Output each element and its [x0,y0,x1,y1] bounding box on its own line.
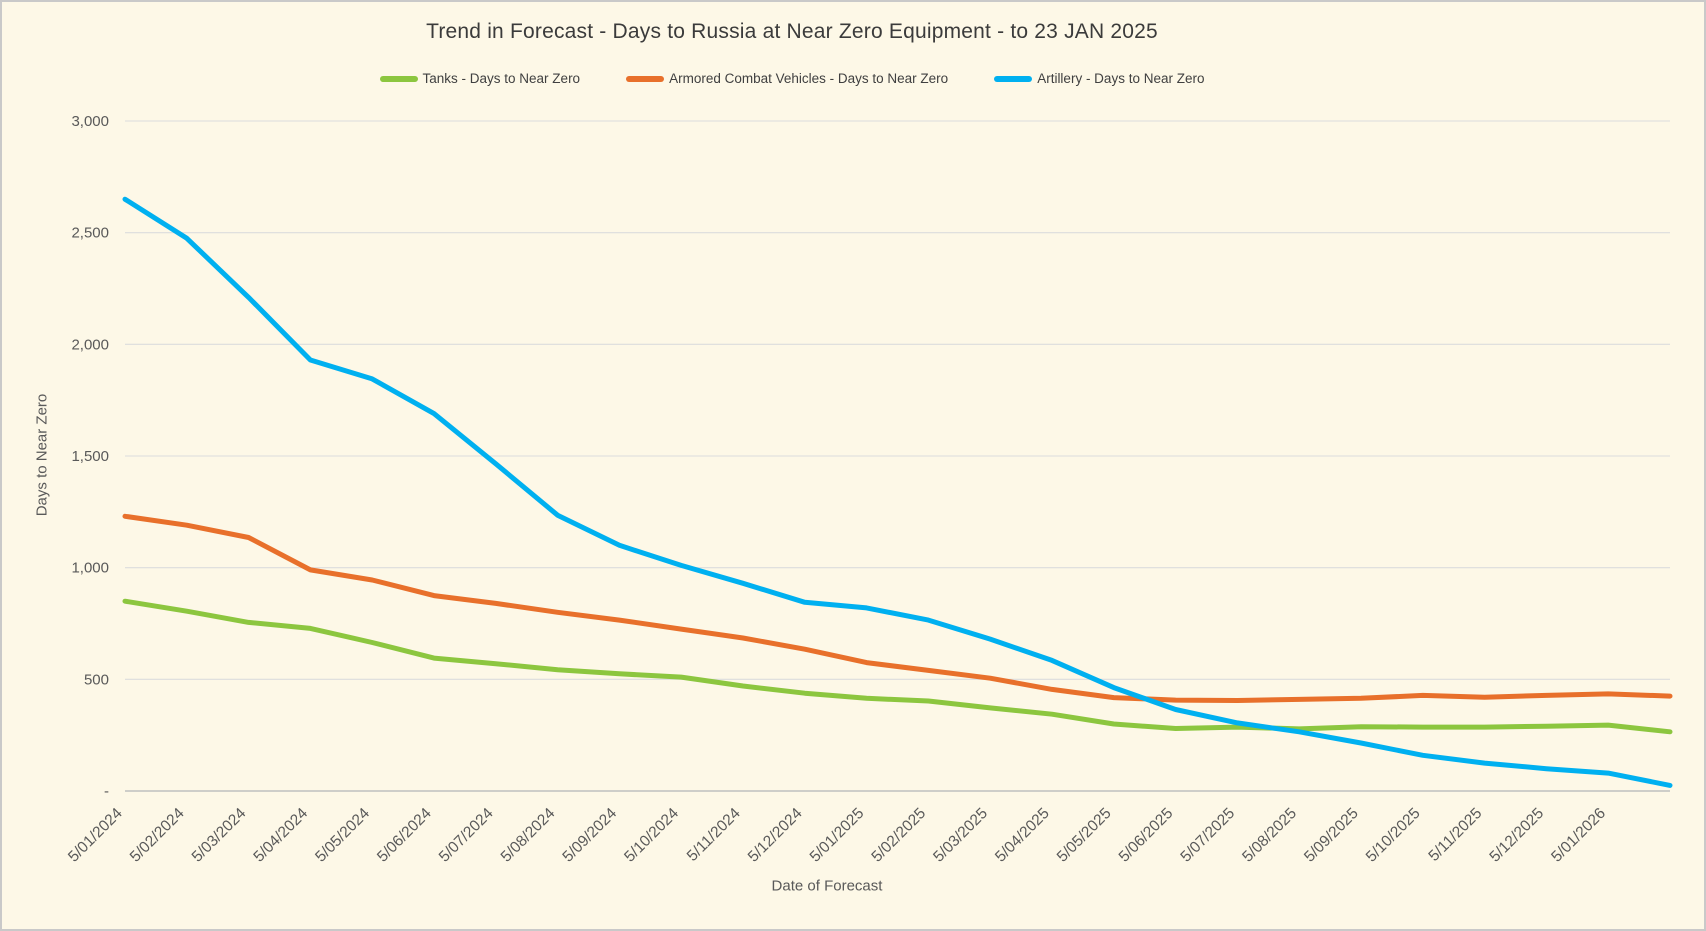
x-tick-label: 5/10/2025 [1363,805,1424,866]
y-tick-label: 1,500 [71,448,109,465]
y-tick-label: 1,000 [71,560,109,577]
legend-item-artillery: Artillery - Days to Near Zero [994,71,1204,86]
x-tick-label: 5/01/2026 [1548,805,1609,866]
legend-item-tanks: Tanks - Days to Near Zero [379,71,581,86]
x-tick-label: 5/12/2024 [745,805,806,866]
x-tick-label: 5/08/2024 [498,805,559,866]
legend-label: Tanks - Days to Near Zero [422,71,581,86]
chart-legend: Tanks - Days to Near Zero Armored Combat … [2,71,1582,86]
x-tick-label: 5/08/2025 [1239,805,1300,866]
y-tick-label: 2,000 [71,336,109,353]
y-tick-label: 3,000 [71,113,109,130]
legend-label: Artillery - Days to Near Zero [1037,71,1205,86]
x-tick-label: 5/05/2025 [1054,805,1115,866]
series-line-tanks [122,598,1673,735]
legend-item-armored: Armored Combat Vehicles - Days to Near Z… [626,71,948,86]
x-tick-label: 5/03/2025 [930,805,991,866]
x-axis-title: Date of Forecast [771,877,883,895]
legend-swatch-icon [626,75,665,82]
x-tick-label: 5/04/2024 [250,805,311,866]
x-tick-label: 5/10/2024 [621,805,682,866]
legend-label: Armored Combat Vehicles - Days to Near Z… [669,71,949,86]
series-line-artillery [122,196,1673,788]
x-tick-label: 5/07/2024 [436,805,497,866]
chart-title: Trend in Forecast - Days to Russia at Ne… [426,20,1158,43]
y-axis-title: Days to Near Zero [33,393,51,517]
series-line-armored [122,513,1673,703]
x-tick-label: 5/05/2024 [312,805,373,866]
x-tick-label: 5/02/2025 [868,805,929,866]
y-tick-label: 500 [84,671,109,688]
legend-swatch-icon [379,75,418,82]
x-tick-label: 5/01/2024 [65,805,126,866]
x-tick-label: 5/06/2025 [1116,805,1177,866]
y-tick-label: - [104,783,109,800]
x-tick-label: 5/11/2024 [684,805,744,865]
x-tick-label: 5/12/2025 [1486,805,1547,866]
x-tick-label: 5/09/2025 [1301,805,1362,866]
x-tick-label: 5/07/2025 [1177,805,1238,866]
legend-swatch-icon [994,75,1033,82]
x-tick-label: 5/11/2025 [1425,805,1485,865]
x-tick-label: 5/03/2024 [189,805,250,866]
x-tick-label: 5/04/2025 [992,805,1053,866]
y-tick-label: 2,500 [71,225,109,242]
x-tick-label: 5/02/2024 [127,805,188,866]
x-tick-label: 5/01/2025 [807,805,868,866]
x-tick-label: 5/06/2024 [374,805,435,866]
x-tick-label: 5/09/2024 [559,805,620,866]
